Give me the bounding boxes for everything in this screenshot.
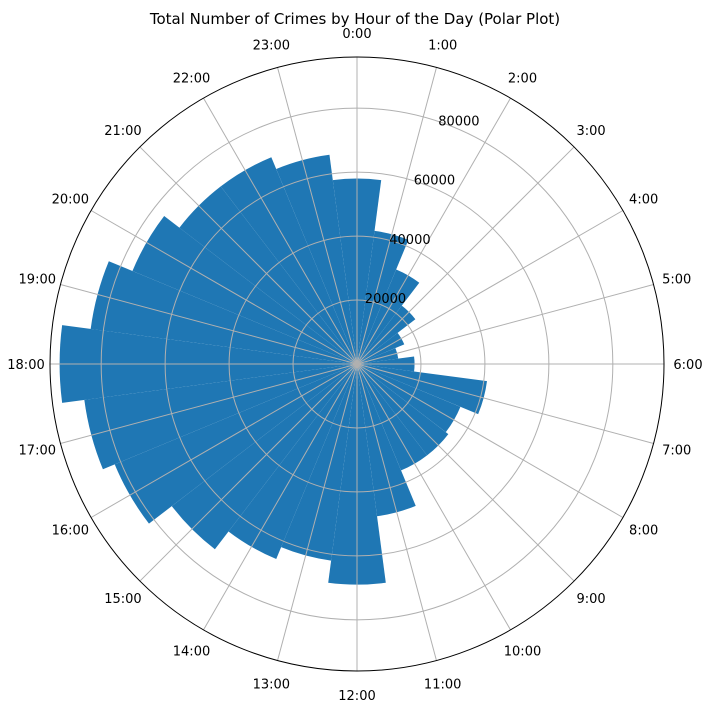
bar-7:00 xyxy=(357,364,487,415)
grid-layer xyxy=(49,56,665,672)
bar-17:00 xyxy=(84,364,357,470)
chart-title: Total Number of Crimes by Hour of the Da… xyxy=(149,10,561,28)
bar-19:00 xyxy=(90,261,358,364)
radial-tick-label: 80000 xyxy=(438,115,479,130)
hour-tick-label: 17:00 xyxy=(19,444,56,459)
hour-tick-label: 7:00 xyxy=(662,444,691,459)
hour-tick-label: 4:00 xyxy=(629,193,658,208)
bar-8:00 xyxy=(357,364,461,433)
hour-tick-label: 5:00 xyxy=(662,272,691,287)
hour-tick-label: 12:00 xyxy=(338,689,375,704)
hour-tick-label: 18:00 xyxy=(7,358,44,373)
radial-gridline xyxy=(228,235,486,493)
hour-tick-label: 19:00 xyxy=(19,272,56,287)
bar-1:00 xyxy=(357,230,409,364)
polar-frame xyxy=(49,56,665,672)
angular-gridline xyxy=(356,97,511,365)
hour-tick-label: 2:00 xyxy=(508,71,537,86)
radial-tick-label: 20000 xyxy=(365,292,406,307)
hour-tick-label: 3:00 xyxy=(576,124,605,139)
hour-tick-label: 14:00 xyxy=(173,645,210,660)
bar-22:00 xyxy=(220,157,357,364)
bar-14:00 xyxy=(228,364,357,559)
hour-tick-label: 1:00 xyxy=(428,38,457,53)
bar-4:00 xyxy=(357,332,405,364)
hour-tick-label: 6:00 xyxy=(673,358,702,373)
bar-23:00 xyxy=(276,154,357,364)
hour-tick-label: 22:00 xyxy=(173,71,210,86)
bar-16:00 xyxy=(114,364,357,524)
hour-tick-label: 21:00 xyxy=(104,124,141,139)
bar-13:00 xyxy=(281,364,357,561)
bar-20:00 xyxy=(132,216,357,364)
hour-tick-label: 9:00 xyxy=(576,592,605,607)
radial-tick-label: 60000 xyxy=(414,174,455,189)
labels-layer: 0:00 1:00 2:00 3:00 4:00 5:00 6:00 7:00 8:00 9:00… xyxy=(7,27,702,704)
radial-gridline xyxy=(292,299,422,429)
hour-tick-label: 13:00 xyxy=(253,678,290,693)
hour-tick-label: 11:00 xyxy=(424,678,461,693)
radial-tick-label: 40000 xyxy=(389,233,430,248)
hour-tick-label: 0:00 xyxy=(342,27,371,42)
hour-tick-label: 10:00 xyxy=(504,645,541,660)
bar-11:00 xyxy=(357,364,416,517)
radial-gridline xyxy=(100,107,614,621)
hour-tick-label: 8:00 xyxy=(629,524,658,539)
radial-gridline xyxy=(164,171,550,557)
bar-2:00 xyxy=(357,269,420,364)
bar-5:00 xyxy=(357,348,399,364)
hour-tick-label: 20:00 xyxy=(52,193,89,208)
hour-tick-label: 23:00 xyxy=(253,38,290,53)
hour-tick-label: 16:00 xyxy=(52,524,89,539)
hour-tick-label: 15:00 xyxy=(104,592,141,607)
